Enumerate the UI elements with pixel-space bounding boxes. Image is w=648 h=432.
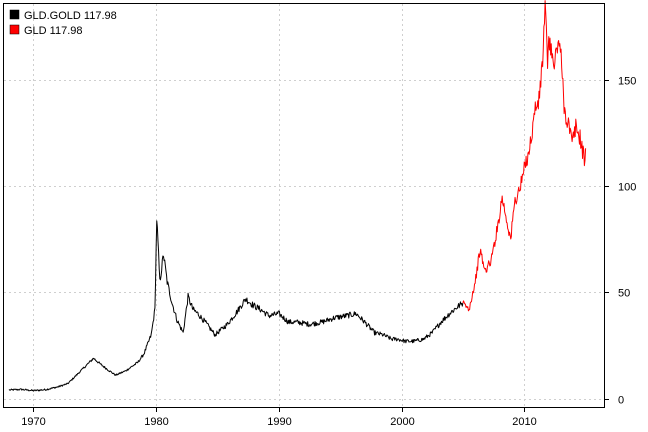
- plot-frame: [3, 3, 605, 408]
- y-tick-label: 50: [618, 288, 630, 300]
- y-tick-label: 0: [618, 395, 624, 407]
- series-line-gld: [462, 0, 587, 312]
- legend-label-gld-gold: GLD.GOLD 117.98: [24, 10, 117, 22]
- x-tick-label: 2000: [390, 416, 414, 428]
- y-tick-label: 100: [618, 182, 636, 194]
- axis-layer: 1970 1980 1990 2000 2010 0 50 100 150: [21, 76, 636, 429]
- legend-swatch-gld: [9, 24, 20, 35]
- x-tick-label: 1970: [21, 416, 45, 428]
- series-line-gld-gold: [8, 220, 464, 392]
- legend: GLD.GOLD 117.98 GLD 117.98: [9, 9, 117, 37]
- x-tick-label: 2010: [512, 416, 536, 428]
- series-layer: [8, 0, 587, 392]
- x-tick-label: 1980: [144, 416, 168, 428]
- x-tick-label: 1990: [267, 416, 291, 428]
- legend-swatch-gld-gold: [9, 9, 20, 20]
- y-tick-label: 150: [618, 76, 636, 88]
- legend-label-gld: GLD 117.98: [24, 25, 83, 37]
